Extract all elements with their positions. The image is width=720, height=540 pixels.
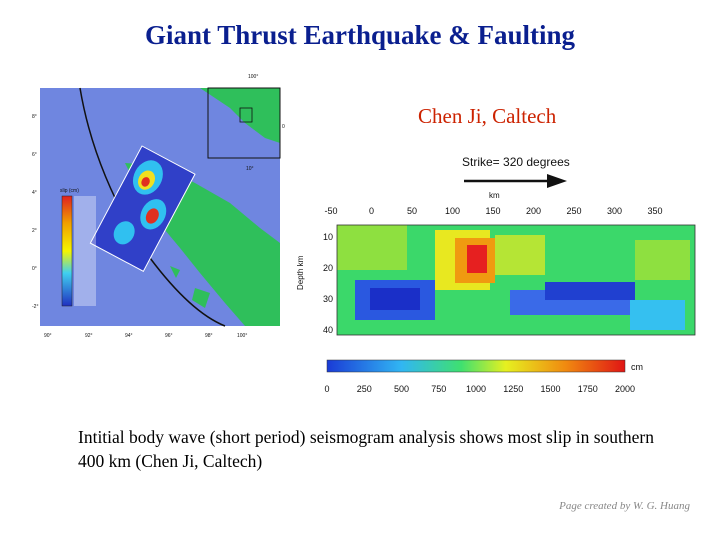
colorbar-unit: cm: [631, 362, 643, 372]
colorbar-tick-label: 1250: [503, 384, 523, 394]
fault-slip-patch: [89, 145, 196, 272]
strike-label: Strike= 320 degrees: [462, 155, 570, 169]
slip-heatmap: [336, 224, 696, 336]
colorbar-tick-label: 2000: [615, 384, 635, 394]
x-unit-label: km: [489, 191, 500, 200]
y-tick-group: 10 20 30 40: [323, 232, 333, 335]
x-tick-label: 100: [445, 206, 460, 216]
author-credit: Chen Ji, Caltech: [418, 104, 557, 128]
y-tick-label: 40: [323, 325, 333, 335]
x-tick-label: 250: [566, 206, 581, 216]
lon-label: 98°: [205, 333, 213, 339]
colorbar-tick-label: 750: [431, 384, 446, 394]
page-credit: Page created by W. G. Huang: [559, 500, 690, 512]
x-tick-label: 150: [485, 206, 500, 216]
lon-label: 92°: [85, 333, 93, 339]
lon-label: 100°: [237, 333, 247, 339]
colorbar-tick-label: 1000: [466, 384, 486, 394]
inset-lon-label: 100°: [248, 74, 258, 80]
x-tick-label: -50: [324, 206, 337, 216]
lat-label: 8°: [32, 114, 37, 120]
x-tick-label: 50: [407, 206, 417, 216]
y-tick-label: 20: [323, 263, 333, 273]
lon-label: 90°: [44, 333, 52, 339]
strike-indicator: Strike= 320 degrees: [462, 155, 572, 191]
colorbar-tick-label: 1750: [578, 384, 598, 394]
caption: Intitial body wave (short period) seismo…: [78, 427, 654, 471]
x-tick-label: 350: [647, 206, 662, 216]
y-tick-label: 10: [323, 232, 333, 242]
lon-label: 96°: [165, 333, 173, 339]
x-tick-label: 200: [526, 206, 541, 216]
lon-label: 94°: [125, 333, 133, 339]
lat-label: 2°: [32, 228, 37, 234]
map-colorbar-label: slip (cm): [60, 188, 79, 194]
colorbar-tick-group: 0 250 500 750 1000 1250 1500 1750 2000: [324, 384, 635, 394]
inset-lat-label: 0°: [282, 124, 285, 130]
slide-title: Giant Thrust Earthquake & Faulting: [144, 20, 576, 50]
y-axis-label: Depth km: [296, 255, 305, 290]
inset-map: [207, 87, 281, 159]
colorbar-tick-label: 500: [394, 384, 409, 394]
map-svg: slip (cm) 8° 6° 4° 2° 0° -2° 90° 92° 94°…: [32, 74, 287, 339]
slip-svg: km -50 0 50 100 150 200 250 300 350 Depth km 102…: [296, 191, 696, 394]
slip-colorbar: [326, 359, 626, 373]
lat-label: 0°: [32, 266, 37, 272]
strike-arrow-icon: [464, 174, 567, 188]
x-tick-label: 300: [607, 206, 622, 216]
y-tick-label: 30: [323, 294, 333, 304]
inset-lat-label: 10°: [246, 166, 254, 172]
lat-label: 6°: [32, 152, 37, 158]
slip-distribution-plot: km -50 0 50 100 150 200 250 300 350 Depth km 10 2…: [295, 190, 705, 405]
map-colorbar: [61, 195, 73, 307]
colorbar-tick-label: 0: [324, 384, 329, 394]
x-tick-group: -50 0 50 100 150 200 250 300 350: [324, 206, 662, 216]
x-tick-label: 0: [369, 206, 374, 216]
colorbar-tick-label: 1500: [540, 384, 560, 394]
lat-label: 4°: [32, 190, 37, 196]
colorbar-tick-label: 250: [357, 384, 372, 394]
lat-label: -2°: [32, 304, 38, 310]
sumatra-slip-map: slip (cm) 8° 6° 4° 2° 0° -2° 90° 92° 94°…: [30, 68, 287, 343]
